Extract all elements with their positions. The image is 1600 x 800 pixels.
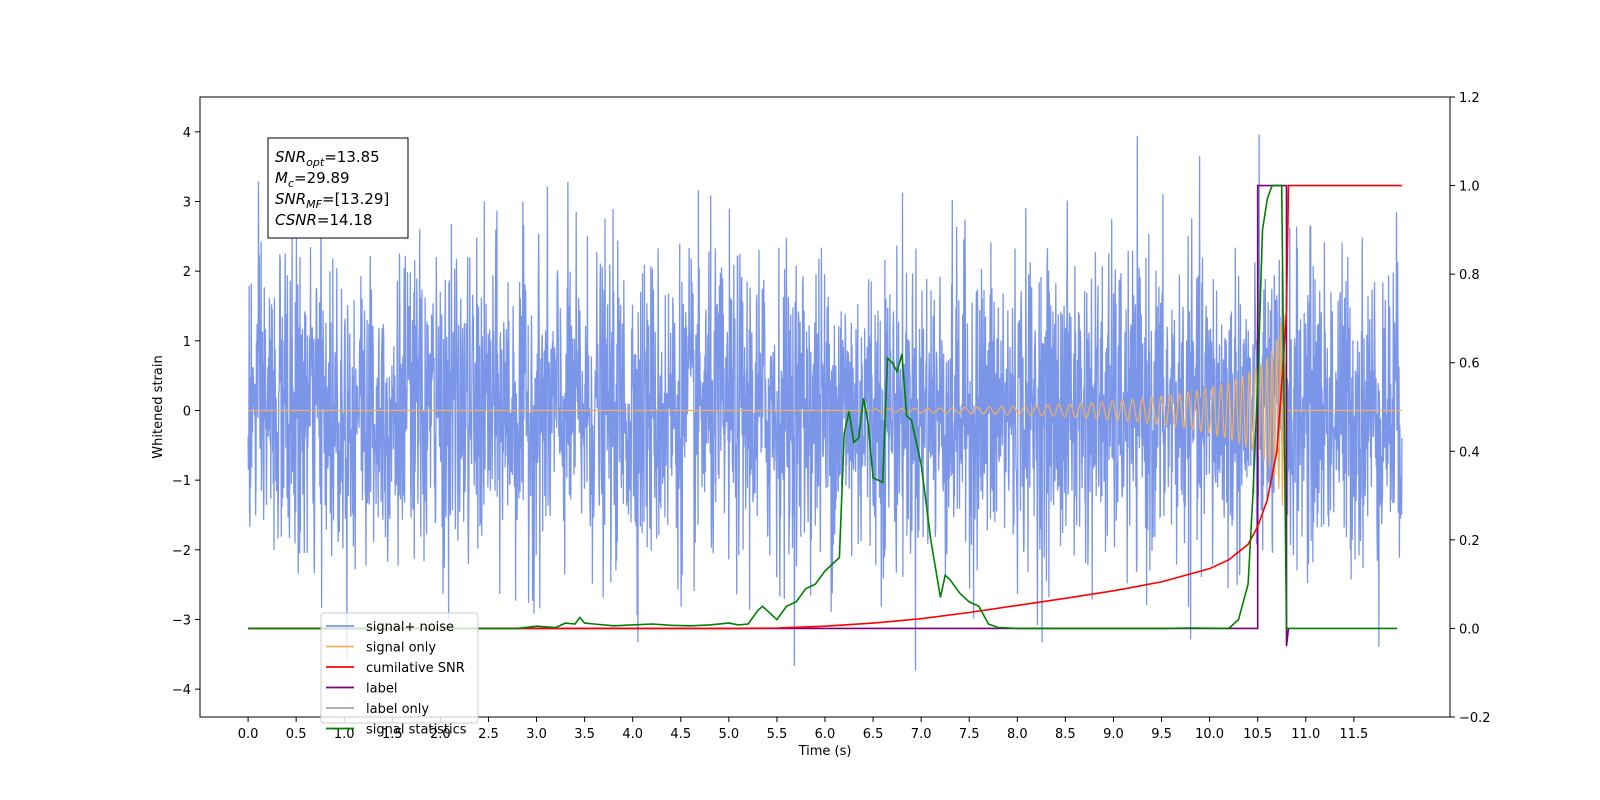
legend-entry: signal+ noise [366, 620, 454, 635]
x-tick-label: 6.5 [863, 727, 884, 742]
x-tick-label: 11.0 [1291, 727, 1320, 742]
y-left-tick-label: −4 [172, 683, 191, 698]
y-left-tick-label: 3 [183, 195, 191, 210]
x-tick-label: 10.0 [1195, 727, 1224, 742]
legend: signal+ noise signal only cumilative SNR la… [320, 612, 479, 738]
y-left-tick-label: −1 [172, 474, 191, 489]
y-axis-label: Whitened strain [151, 355, 166, 458]
y-right-tick-label: −0.2 [1459, 711, 1491, 726]
x-tick-label: 4.0 [622, 727, 643, 742]
y-right-tick-label: 0.6 [1459, 357, 1480, 372]
legend-entry: label [366, 682, 397, 697]
y-right-tick-label: 0.2 [1459, 534, 1480, 549]
legend-entry: cumilative SNR [366, 661, 465, 676]
y-left-tick-label: 2 [183, 265, 191, 280]
x-tick-label: 1.5 [382, 727, 403, 742]
x-tick-label: 3.0 [526, 727, 547, 742]
x-tick-label: 7.5 [959, 727, 980, 742]
series-signal-statistics [248, 184, 1398, 630]
series-signal-only [248, 314, 1402, 507]
annotation-line: Mc=29.89 [275, 169, 350, 190]
annotation-line: CSNR=14.18 [275, 211, 372, 229]
y-left-tick-label: 4 [183, 126, 191, 141]
series-cumulative-snr [248, 184, 1402, 630]
y-right-tick-label: 1.2 [1459, 91, 1480, 106]
legend-entry: signal statistics [366, 723, 467, 738]
x-tick-label: 2.0 [430, 727, 451, 742]
y-left-tick-label: 0 [183, 404, 191, 419]
y-right-tick-label: 0.0 [1459, 622, 1480, 637]
x-axis: 0.0 0.5 1.0 1.5 2.0 2.5 3.0 3.5 4.0 4.5 5.0 5.5 6.0 6… [238, 717, 1368, 742]
x-tick-label: 8.0 [1007, 727, 1028, 742]
annotation-line: SNRMF=[13.29] [275, 190, 389, 211]
y-right-tick-label: 0.8 [1459, 268, 1480, 283]
x-tick-label: 7.0 [911, 727, 932, 742]
x-tick-label: 9.0 [1103, 727, 1124, 742]
stats-annotation: SNRopt=13.85Mc=29.89SNRMF=[13.29]CSNR=14… [267, 137, 409, 239]
y-left-tick-label: 1 [183, 335, 191, 350]
legend-entry: signal only [366, 641, 436, 656]
x-tick-label: 9.5 [1151, 727, 1172, 742]
annotation-line: SNRopt=13.85 [275, 148, 380, 169]
x-tick-label: 0.5 [286, 727, 307, 742]
x-tick-label: 5.5 [767, 727, 788, 742]
legend-entry: label only [366, 702, 429, 717]
y-axis-right: −0.2 0.0 0.2 0.4 0.6 0.8 1.0 1.2 [1450, 91, 1491, 726]
y-left-tick-label: −2 [172, 544, 191, 559]
x-tick-label: 3.5 [574, 727, 595, 742]
y-right-tick-label: 1.0 [1459, 180, 1480, 195]
x-tick-label: 4.5 [670, 727, 691, 742]
y-axis-left: −4 −3 −2 −1 0 1 2 3 4 [172, 126, 200, 698]
x-axis-label: Time (s) [798, 744, 852, 759]
y-right-tick-label: 0.4 [1459, 445, 1480, 460]
x-tick-label: 0.0 [238, 727, 259, 742]
x-tick-label: 1.0 [334, 727, 355, 742]
annotation-box [267, 137, 409, 239]
x-tick-label: 6.0 [815, 727, 836, 742]
legend-box [320, 612, 479, 724]
x-tick-label: 2.5 [478, 727, 499, 742]
x-tick-label: 8.5 [1055, 727, 1076, 742]
x-tick-label: 11.5 [1339, 727, 1368, 742]
x-tick-label: 5.0 [719, 727, 740, 742]
x-tick-label: 10.5 [1243, 727, 1272, 742]
series-signal-noise [247, 134, 1403, 671]
y-left-tick-label: −3 [172, 613, 191, 628]
